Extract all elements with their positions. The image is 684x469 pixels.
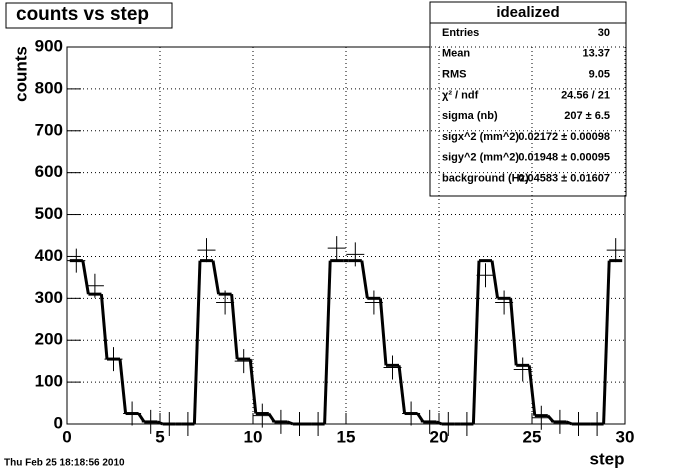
marker [178,412,197,436]
marker [141,409,160,434]
marker [457,412,476,436]
marker [271,409,290,434]
marker [513,357,532,382]
marker [290,412,309,436]
stat-value: 0.01948 ± 0.00095 [518,152,610,164]
stat-key: RMS [442,69,466,81]
x-tick-label: 25 [523,427,542,446]
y-tick-label: 300 [35,288,63,307]
fit-connector [323,260,332,425]
fit-connector [397,365,407,414]
marker [104,347,123,372]
stats-box: idealized Entries 30 Mean 13.37 RMS 9.05 χ² / … [429,1,627,197]
stat-key: background (Hz) [442,173,529,185]
fit-connector [546,414,555,423]
fit-connector [192,260,202,425]
x-axis-label: step [590,449,625,468]
y-axis-label: counts [11,46,30,102]
stat-value: 30 [598,27,610,39]
stat-value: 9.05 [589,69,610,81]
fit-connector [81,260,90,295]
stat-key: sigma (nb) [442,110,498,122]
x-tick-label: 10 [244,427,263,446]
fit-connector [509,298,518,366]
stat-value: 13.37 [582,48,610,60]
marker [197,238,216,263]
stats-frame [429,1,627,197]
marker [439,412,458,436]
fit-connector [378,298,388,366]
y-tick-label: 400 [35,246,63,265]
marker [123,401,142,426]
fit-connector [248,358,258,414]
fit-connector [230,294,239,360]
fit-connector [99,294,109,360]
stat-key: Entries [442,27,479,39]
x-tick-label: 0 [62,427,71,446]
y-tick-label: 100 [35,372,63,391]
chart-title: counts vs step [16,4,149,25]
x-tick-label: 20 [430,427,449,446]
x-tick-label: 30 [616,427,635,446]
fit-connector [490,260,500,299]
marker [532,405,551,430]
marker [309,412,328,436]
stat-key: χ² / ndf [442,89,479,101]
timestamp: Thu Feb 25 18:18:56 2010 [4,458,125,469]
marker [327,236,346,261]
y-tick-label: 700 [35,120,63,139]
marker [67,248,86,273]
fit-connector [602,260,611,425]
stat-key: Mean [442,48,470,60]
y-tick-label: 600 [35,162,63,181]
marker [420,409,439,434]
marker [495,290,514,315]
stat-key: sigx^2 (mm^2) [442,131,519,143]
y-tick-label: 800 [35,78,63,97]
y-tick-label: 900 [35,36,63,55]
y-tick-label: 0 [54,413,63,432]
marker [216,290,235,315]
marker [606,238,625,263]
marker [253,403,272,428]
marker [364,290,383,315]
fit-connector [471,260,481,425]
fit-connector [267,412,276,423]
stat-key: sigy^2 (mm^2) [442,152,519,164]
marker [383,355,402,380]
marker [569,412,588,436]
marker [234,349,253,374]
fit-connector [416,412,425,423]
marker [85,273,104,298]
fit-connector [360,260,369,299]
stat-value: 24.56 / 21 [561,89,610,101]
marker [160,412,179,436]
y-tick-label: 500 [35,204,63,223]
marker [476,263,495,288]
fit-connector [211,260,221,295]
fit-connector [118,358,128,414]
x-tick-label: 5 [155,427,164,446]
stat-value: 207 ± 6.5 [564,110,610,122]
stat-value: 0.04583 ± 0.01607 [518,173,610,185]
title-box [5,2,173,29]
marker [402,401,421,426]
marker [588,412,607,436]
fit-connector [137,412,146,423]
stat-value: 0.02172 ± 0.00098 [518,131,610,143]
x-tick-label: 15 [337,427,356,446]
stats-title: idealized [496,4,559,21]
marker [346,242,365,267]
marker [550,409,569,434]
y-tick-label: 200 [35,330,63,349]
fit-connector [527,365,537,416]
